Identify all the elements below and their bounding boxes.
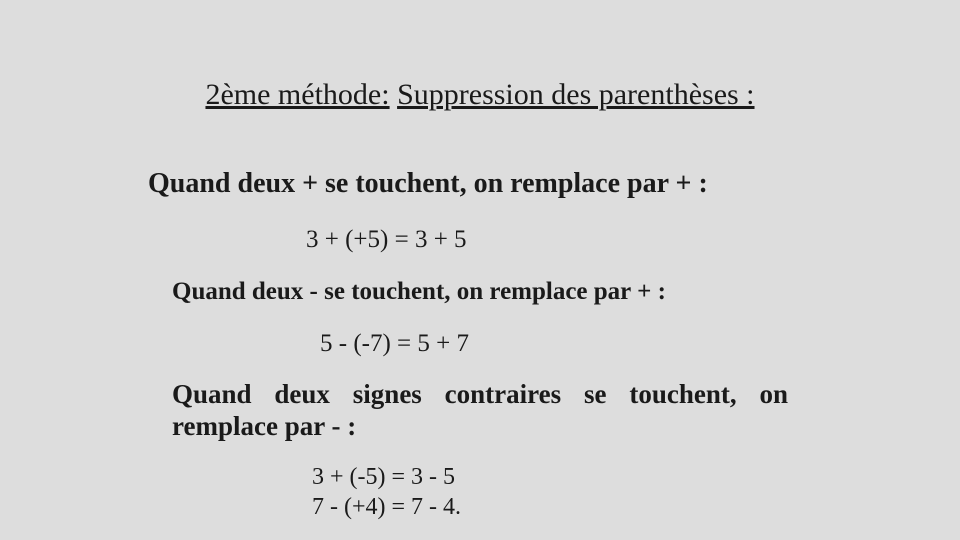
slide: 2ème méthode: Suppression des parenthèse… — [0, 0, 960, 540]
rule-1: Quand deux + se touchent, on remplace pa… — [148, 168, 708, 200]
example-1: 3 + (+5) = 3 + 5 — [306, 226, 467, 254]
title-heading: Suppression des parenthèses : — [397, 78, 754, 111]
example-3a: 3 + (-5) = 3 - 5 — [312, 462, 461, 492]
example-3: 3 + (-5) = 3 - 5 7 - (+4) = 7 - 4. — [312, 462, 461, 522]
example-2: 5 - (-7) = 5 + 7 — [320, 330, 469, 358]
slide-title: 2ème méthode: Suppression des parenthèse… — [0, 78, 960, 112]
example-3b: 7 - (+4) = 7 - 4. — [312, 492, 461, 522]
rule-3: Quand deux signes contraires se touchent… — [172, 378, 788, 443]
title-method-label: 2ème méthode: — [205, 78, 389, 111]
rule-2: Quand deux - se touchent, on remplace pa… — [172, 278, 666, 306]
